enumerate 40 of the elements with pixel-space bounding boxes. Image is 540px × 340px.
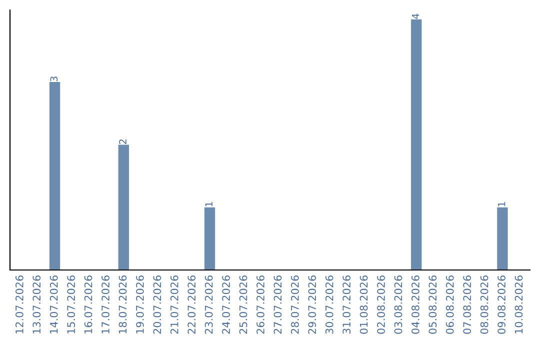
x-tick-label: 25.07.2026 (239, 276, 248, 334)
x-tick-label: 03.08.2026 (394, 276, 402, 334)
x-tick-label: 31.07.2026 (342, 276, 351, 334)
x-tick-label: 23.07.2026 (204, 276, 213, 334)
x-tick-label: 18.07.2026 (118, 276, 127, 334)
data-label: 4 (412, 14, 420, 19)
x-tick-label: 27.07.2026 (274, 276, 282, 334)
x-tick-label: 19.07.2026 (136, 276, 144, 334)
x-tick-label: 13.07.2026 (32, 276, 41, 334)
x-tick-label: 02.08.2026 (377, 276, 385, 334)
bar (118, 144, 129, 270)
data-label: 2 (119, 139, 126, 144)
x-tick-label: 04.08.2026 (412, 276, 420, 334)
x-tick-label: 21.07.2026 (170, 276, 178, 334)
x-tick-label: 07.08.2026 (463, 276, 472, 334)
bar (204, 207, 216, 270)
bar (49, 82, 60, 270)
bar (411, 19, 422, 270)
bar (497, 207, 508, 270)
x-tick-label: 10.08.2026 (514, 276, 523, 334)
x-tick-label: 26.07.2026 (256, 276, 264, 334)
x-tick-label: 30.07.2026 (325, 276, 334, 334)
x-tick-label: 17.07.2026 (102, 276, 110, 334)
x-tick-label: 29.07.2026 (308, 276, 316, 334)
x-tick-label: 16.07.2026 (84, 276, 92, 334)
x-tick-label: 06.08.2026 (446, 276, 454, 334)
x-tick-label: 20.07.2026 (153, 276, 162, 334)
data-label: 1 (498, 202, 506, 206)
x-tick-label: 28.07.2026 (290, 276, 299, 334)
x-tick-label: 15.07.2026 (67, 276, 76, 334)
x-tick-label: 12.07.2026 (15, 276, 24, 334)
x-tick-label: 08.08.2026 (480, 276, 488, 334)
x-tick-label: 09.08.2026 (498, 276, 506, 334)
data-label: 3 (50, 76, 58, 82)
x-tick-label: 22.07.2026 (188, 276, 196, 334)
x-tick-label: 24.07.2026 (222, 276, 230, 334)
x-tick-label: 01.08.2026 (360, 276, 368, 334)
x-tick-label: 05.08.2026 (428, 276, 437, 334)
data-label: 1 (205, 202, 212, 206)
x-tick-label: 14.07.2026 (50, 276, 58, 334)
